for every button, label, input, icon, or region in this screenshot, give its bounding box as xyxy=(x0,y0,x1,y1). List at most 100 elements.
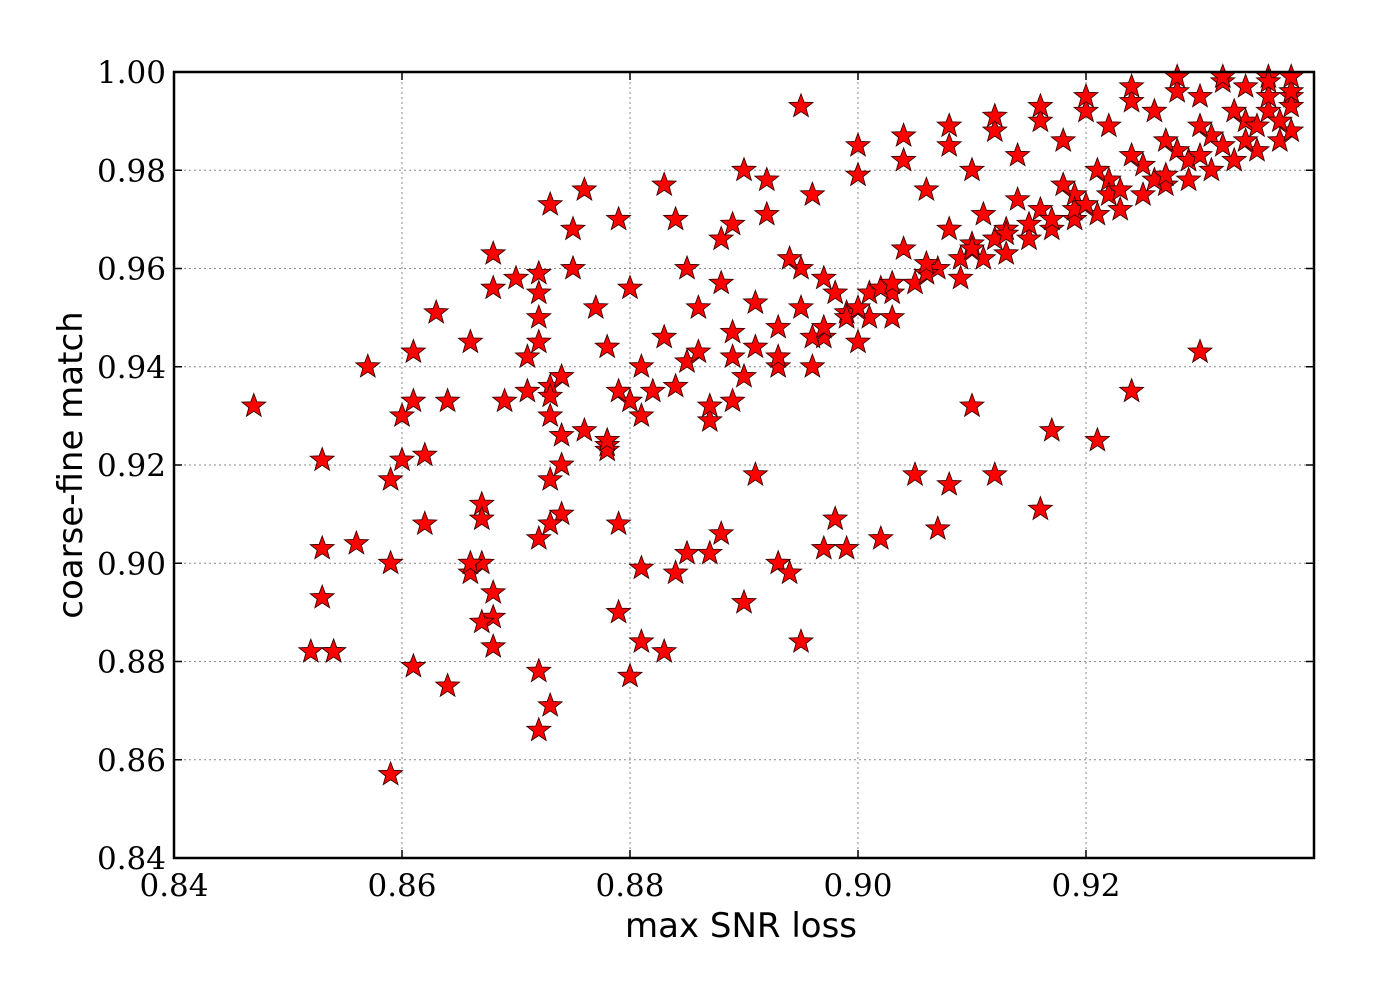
y-axis-title: coarse-fine match xyxy=(51,311,91,618)
data-point xyxy=(1072,190,1100,216)
data-point xyxy=(1278,92,1305,118)
data-point xyxy=(1072,82,1100,108)
data-point xyxy=(1027,495,1054,521)
data-point xyxy=(890,122,917,148)
data-point xyxy=(890,146,917,172)
data-point xyxy=(594,426,621,452)
x-tick-label: 0.86 xyxy=(367,868,436,904)
data-point xyxy=(377,549,404,575)
data-point xyxy=(1164,77,1191,103)
data-point xyxy=(537,465,564,491)
data-point xyxy=(1038,416,1065,442)
data-point xyxy=(719,387,746,413)
data-point xyxy=(1061,205,1088,231)
data-point xyxy=(571,416,598,442)
data-point xyxy=(628,402,655,428)
data-point xyxy=(1118,377,1145,403)
data-point xyxy=(651,171,678,197)
data-point xyxy=(457,328,484,354)
data-point xyxy=(993,220,1020,246)
y-tick-label: 0.94 xyxy=(97,350,166,386)
data-point xyxy=(947,264,974,290)
data-point xyxy=(571,176,598,202)
data-point xyxy=(742,333,769,359)
data-point xyxy=(844,161,872,187)
data-point xyxy=(1255,68,1282,93)
data-point xyxy=(765,343,792,369)
data-point xyxy=(1232,126,1259,152)
data-point xyxy=(719,210,746,236)
data-point xyxy=(651,323,678,349)
y-tick-labels: 0.84 0.86 0.88 0.90 0.92 0.94 0.96 0.98 1.00 xyxy=(97,55,166,877)
data-point xyxy=(594,333,621,359)
data-point xyxy=(696,392,723,418)
data-point xyxy=(605,510,632,536)
data-point xyxy=(343,529,370,555)
data-point xyxy=(309,534,336,560)
data-point xyxy=(559,254,587,280)
data-point xyxy=(1027,92,1054,118)
data-point xyxy=(958,392,986,418)
data-points xyxy=(240,63,1305,786)
data-point xyxy=(1050,171,1077,197)
data-point xyxy=(913,176,940,202)
data-point xyxy=(1084,426,1111,452)
data-point xyxy=(320,637,347,663)
data-point xyxy=(753,200,780,226)
data-point xyxy=(730,156,758,182)
data-point xyxy=(958,156,986,182)
data-point xyxy=(651,637,678,663)
data-point xyxy=(400,387,427,413)
data-point xyxy=(1266,107,1293,133)
data-point xyxy=(1198,156,1225,182)
data-point xyxy=(936,470,963,496)
data-point xyxy=(901,461,929,486)
data-point xyxy=(844,131,872,157)
y-tick-label: 0.98 xyxy=(97,153,166,189)
data-point xyxy=(799,181,826,206)
data-point xyxy=(240,392,267,418)
data-point xyxy=(548,451,575,477)
data-point xyxy=(765,549,792,575)
data-point xyxy=(1129,181,1157,206)
data-point xyxy=(309,583,336,609)
axis-ticks xyxy=(173,71,1314,859)
data-point xyxy=(434,387,461,413)
data-point xyxy=(480,578,507,604)
data-point xyxy=(662,205,689,231)
data-point xyxy=(525,657,552,683)
data-point xyxy=(525,524,552,550)
data-point xyxy=(377,465,404,491)
data-point xyxy=(730,588,758,614)
data-point xyxy=(776,244,803,270)
data-point xyxy=(1118,141,1145,167)
data-point xyxy=(924,515,951,541)
data-point xyxy=(1084,156,1111,182)
data-point xyxy=(879,269,906,295)
data-point xyxy=(708,519,735,545)
x-tick-label: 0.84 xyxy=(139,868,208,904)
data-point xyxy=(1118,72,1145,98)
data-point xyxy=(605,377,632,403)
data-point xyxy=(525,303,552,329)
data-point xyxy=(787,294,815,319)
data-point xyxy=(936,215,963,241)
data-point xyxy=(1015,210,1043,236)
data-point xyxy=(822,505,849,531)
data-point xyxy=(537,382,564,408)
data-point xyxy=(844,294,872,319)
data-point xyxy=(354,352,381,378)
data-point xyxy=(616,662,644,688)
data-point xyxy=(548,362,575,388)
data-point xyxy=(411,510,438,536)
data-point xyxy=(537,691,564,717)
data-point xyxy=(673,539,701,565)
data-point xyxy=(753,166,780,192)
data-point xyxy=(1152,126,1179,152)
data-point xyxy=(480,603,507,629)
data-point xyxy=(491,387,518,413)
data-point xyxy=(559,215,587,241)
data-point xyxy=(514,377,541,403)
data-point xyxy=(913,259,940,285)
data-point xyxy=(742,461,769,486)
